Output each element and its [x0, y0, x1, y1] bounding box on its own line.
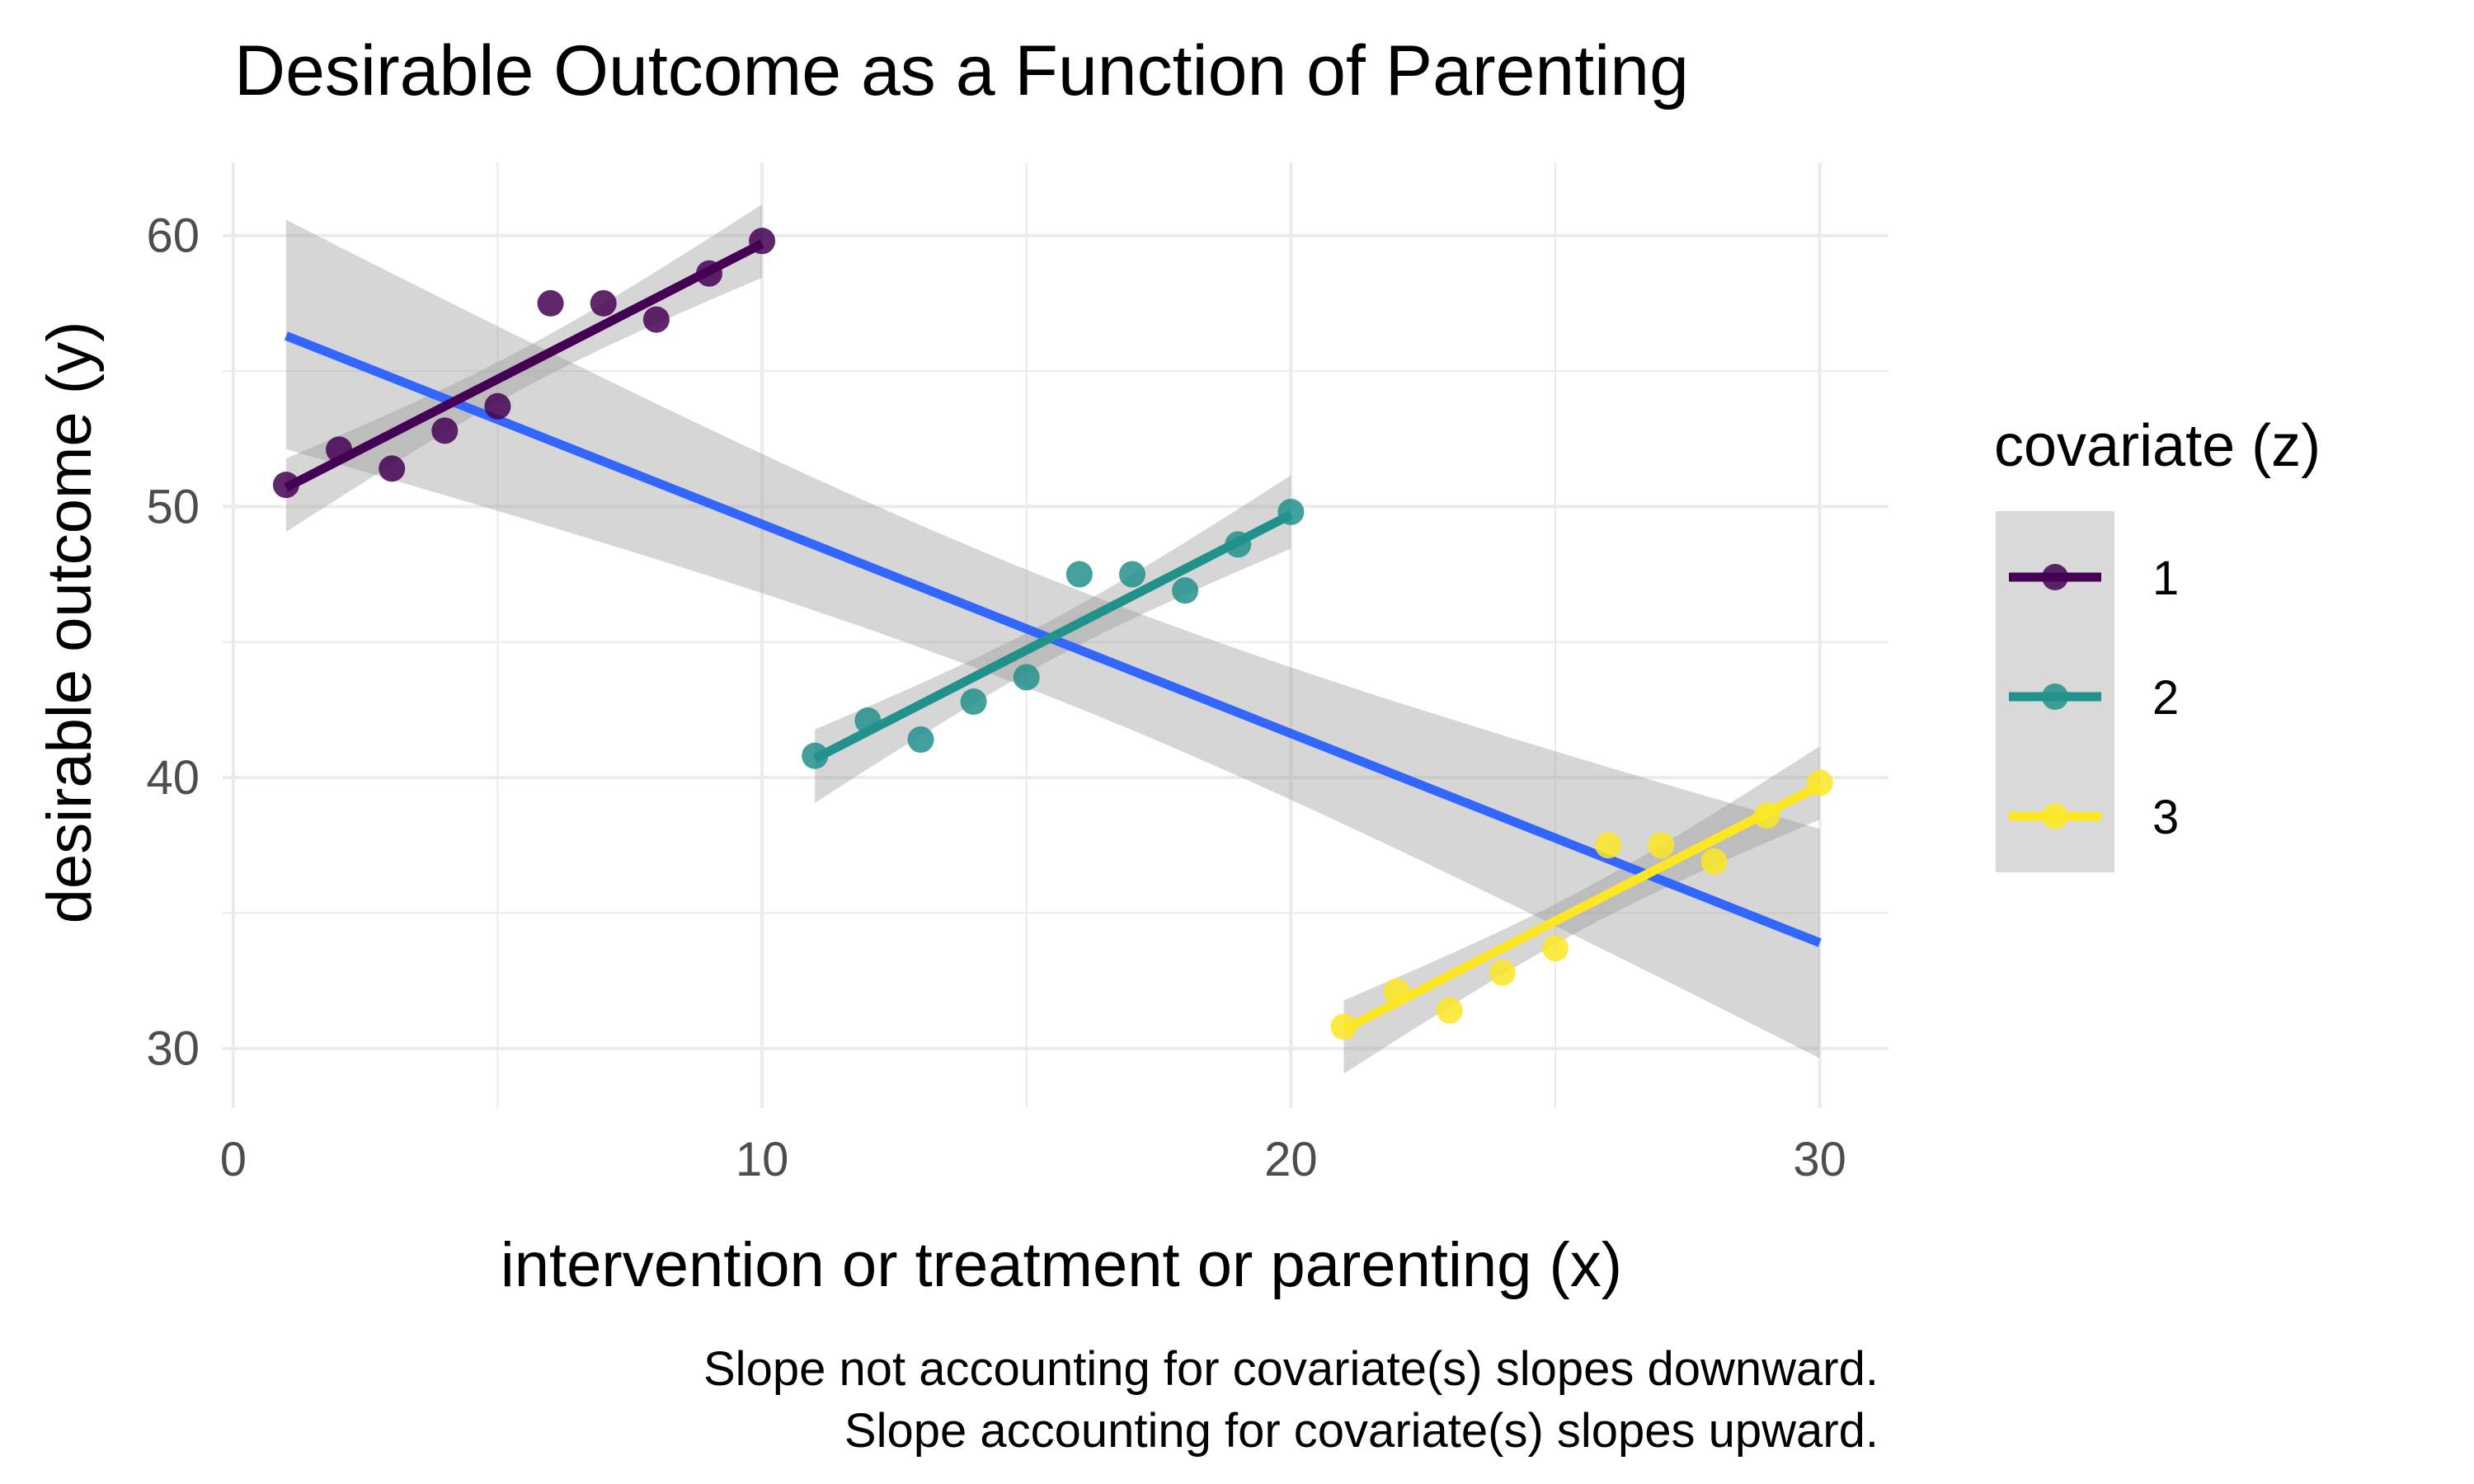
- data-point-group-1: [537, 289, 564, 317]
- data-point-group-3: [1753, 802, 1780, 829]
- data-point-group-2: [1172, 577, 1199, 604]
- data-point-group-3: [1330, 1013, 1357, 1040]
- data-point-group-2: [1277, 498, 1305, 525]
- data-point-group-1: [695, 260, 722, 287]
- data-point-group-1: [749, 228, 776, 255]
- legend-label-1: 1: [2152, 552, 2179, 605]
- data-point-group-2: [1118, 561, 1145, 588]
- data-point-group-3: [1806, 769, 1833, 796]
- data-point-group-3: [1489, 959, 1516, 986]
- data-point-group-3: [1648, 832, 1675, 859]
- chart-title: Desirable Outcome as a Function of Paren…: [234, 31, 1689, 110]
- legend-key-point-3: [2042, 803, 2068, 829]
- caption-line-2: Slope accounting for covariate(s) slopes…: [844, 1404, 1879, 1458]
- data-point-group-2: [960, 688, 987, 716]
- legend-title: covariate (z): [1994, 413, 2321, 479]
- data-point-group-2: [1225, 531, 1252, 558]
- data-point-group-1: [379, 455, 406, 482]
- data-point-group-2: [1013, 664, 1040, 691]
- data-point-group-3: [1700, 848, 1728, 875]
- data-point-group-1: [431, 417, 459, 444]
- legend-label-2: 2: [2152, 671, 2179, 725]
- y-tick-label: 40: [146, 751, 200, 805]
- data-point-group-1: [326, 436, 353, 463]
- data-point-group-1: [484, 392, 511, 420]
- legend-label-3: 3: [2152, 791, 2179, 844]
- x-tick-label: 30: [1793, 1133, 1846, 1186]
- data-point-group-2: [1065, 561, 1093, 588]
- regression-line-group-2: [812, 510, 1293, 763]
- y-axis-title: desirable outcome (y): [35, 322, 105, 924]
- tick-labels: 0 10 20 30 30 40 50 60: [146, 209, 1846, 1186]
- x-axis-title: intervention or treatment or parenting (…: [501, 1230, 1622, 1300]
- grid-layer: [223, 162, 1888, 1108]
- regression-line-group-1: [284, 239, 764, 492]
- data-point-group-3: [1595, 832, 1622, 859]
- regression-line-group-3: [1341, 782, 1823, 1034]
- data-point-group-1: [590, 289, 617, 317]
- data-point-group-2: [854, 707, 882, 735]
- data-point-group-3: [1436, 997, 1463, 1024]
- data-point-group-1: [642, 306, 670, 333]
- data-point-group-3: [1383, 978, 1410, 1005]
- caption-line-1: Slope not accounting for covariate(s) sl…: [703, 1342, 1879, 1396]
- data-point-group-1: [272, 472, 299, 499]
- x-tick-label: 0: [220, 1133, 247, 1186]
- y-tick-label: 60: [146, 209, 200, 263]
- x-tick-label: 10: [736, 1133, 789, 1186]
- regression-lines: [284, 239, 1823, 1034]
- y-tick-label: 30: [146, 1022, 200, 1076]
- legend: covariate (z) 1 2 3: [1994, 413, 2321, 872]
- y-tick-label: 50: [146, 480, 200, 533]
- legend-key-point-1: [2042, 564, 2068, 590]
- data-point-group-3: [1542, 935, 1569, 962]
- data-point-group-2: [802, 742, 829, 769]
- data-points: [272, 228, 1833, 1040]
- x-tick-label: 20: [1264, 1133, 1318, 1186]
- legend-key-point-2: [2042, 683, 2068, 710]
- data-point-group-2: [907, 726, 934, 754]
